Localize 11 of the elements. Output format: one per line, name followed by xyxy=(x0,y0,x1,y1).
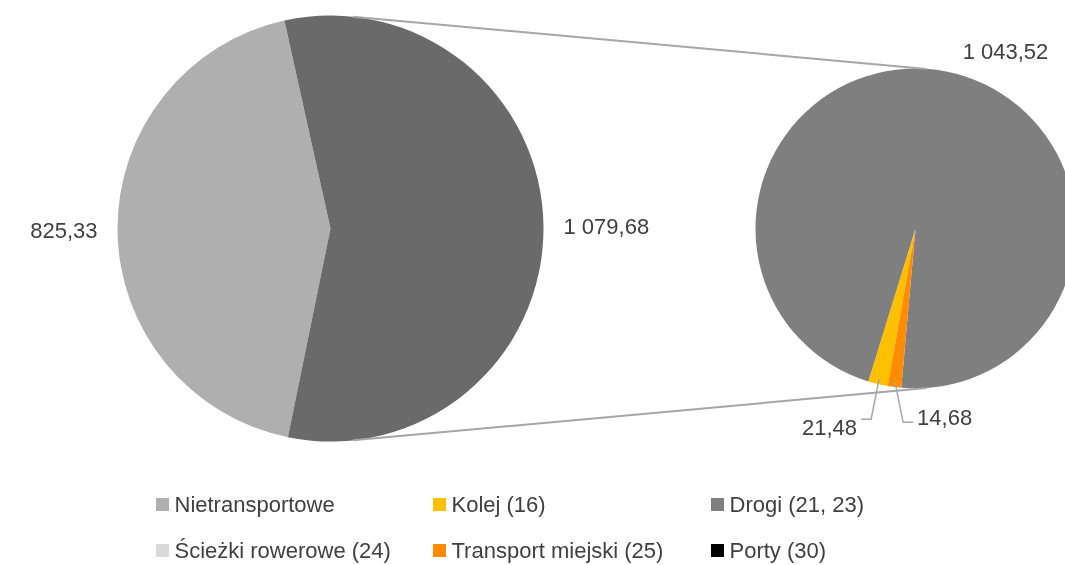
legend-label: Ścieżki rowerowe (24) xyxy=(174,538,391,563)
legend-label: Porty (30) xyxy=(729,538,827,563)
data-label: 21,48 xyxy=(802,414,858,440)
legend-label: Nietransportowe xyxy=(174,492,335,517)
data-label: 1 043,52 xyxy=(962,39,1049,65)
legend-label: Kolej (16) xyxy=(451,492,546,517)
data-label: 14,68 xyxy=(917,404,973,430)
legend-label: Transport miejski (25) xyxy=(451,538,664,563)
data-label: 1 079,68 xyxy=(563,214,650,240)
data-label: 825,33 xyxy=(30,217,98,243)
legend-label: Drogi (21, 23) xyxy=(729,492,865,517)
